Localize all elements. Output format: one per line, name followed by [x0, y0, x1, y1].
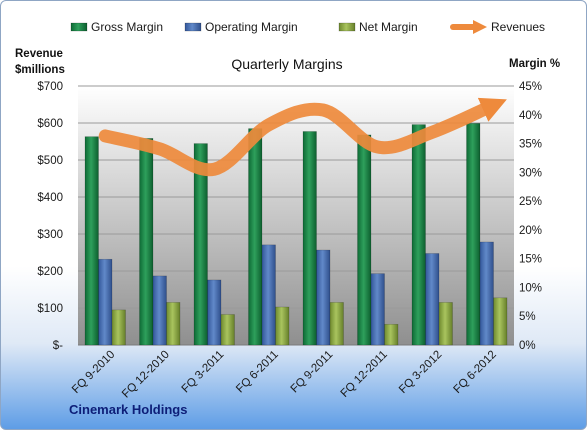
- legend-label: Revenues: [491, 20, 545, 34]
- net-margin-bar: [220, 314, 235, 346]
- right-axis-tick-label: 35%: [519, 139, 542, 151]
- right-axis-tick-label: 30%: [519, 167, 542, 179]
- gross-margin-bar: [193, 143, 208, 346]
- operating-margin-bar: [370, 273, 385, 346]
- operating-margin-bar: [207, 279, 222, 346]
- left-axis-tick-label: $300: [37, 229, 63, 241]
- left-axis-tick-label: $500: [37, 155, 63, 167]
- gross-margin-bar: [411, 124, 426, 346]
- right-axis-tick-label: 40%: [519, 110, 542, 122]
- left-axis-ticks: $- $100 $200 $300 $400 $500 $600 $700: [37, 81, 63, 352]
- bar-series: [84, 123, 508, 346]
- gross-margin-bar: [466, 123, 481, 346]
- category-axis-ticks: FQ 9-2010 FQ 12-2010 FQ 3-2011 FQ 6-2011 FQ …: [70, 349, 499, 401]
- net-margin-bar: [111, 309, 126, 346]
- legend-operating-margin: Operating Margin: [184, 20, 298, 34]
- category-tick-label: FQ 6-2011: [234, 349, 281, 396]
- left-axis-tick-label: $400: [37, 192, 63, 204]
- category-tick-label: FQ 9-2011: [289, 349, 336, 396]
- legend-revenues: Revenues: [450, 20, 545, 34]
- right-axis-tick-label: 10%: [519, 282, 542, 294]
- operating-margin-bar: [98, 258, 113, 346]
- category-tick-label: FQ 6-2012: [452, 349, 499, 396]
- gross-margin-bar: [302, 131, 317, 346]
- net-margin-bar: [275, 306, 290, 346]
- category-tick-label: FQ 12-2010: [120, 349, 172, 401]
- right-axis-label: Margin %: [509, 58, 560, 70]
- legend-label: Operating Margin: [205, 20, 298, 34]
- net-margin-bar: [438, 302, 453, 346]
- gross-margin-bar: [139, 138, 154, 346]
- net-margin-bar: [493, 297, 508, 346]
- chart-title: Quarterly Margins: [231, 56, 342, 72]
- operating-margin-bar: [152, 275, 167, 346]
- left-axis-tick-label: $100: [37, 303, 63, 315]
- legend-swatch: [70, 22, 88, 32]
- company-footer: Cinemark Holdings: [69, 402, 187, 417]
- revenue-line: [98, 97, 507, 177]
- legend-swatch: [338, 22, 356, 32]
- category-tick-label: FQ 3-2011: [180, 349, 227, 396]
- category-tick-label: FQ 9-2010: [70, 349, 117, 396]
- operating-margin-bar: [479, 241, 494, 346]
- legend-label: Gross Margin: [91, 20, 163, 34]
- left-axis-tick-label: $700: [37, 81, 63, 93]
- operating-margin-bar: [261, 244, 276, 346]
- net-margin-bar: [166, 302, 181, 346]
- right-axis-tick-label: 15%: [519, 254, 542, 266]
- right-axis-tick-label: 20%: [519, 225, 542, 237]
- left-axis-tick-label: $200: [37, 266, 63, 278]
- left-axis-tick-label: $-: [53, 340, 63, 352]
- revenue-line-series: [98, 97, 507, 177]
- net-margin-bar: [384, 323, 399, 346]
- right-axis-tick-label: 0%: [519, 340, 536, 352]
- operating-margin-bar: [425, 253, 440, 346]
- gross-margin-bar: [357, 134, 372, 346]
- right-axis-tick-label: 25%: [519, 196, 542, 208]
- legend: Gross Margin Operating Margin Net Margin Re…: [70, 20, 545, 34]
- right-axis-tick-label: 5%: [519, 311, 536, 323]
- gross-margin-bar: [248, 128, 263, 346]
- net-margin-bar: [329, 302, 344, 346]
- left-axis-label-units: $millions: [15, 64, 65, 76]
- right-axis-ticks: 0% 5% 10% 15% 20% 25% 30% 35% 40% 45%: [519, 81, 542, 352]
- legend-gross-margin: Gross Margin: [70, 20, 163, 34]
- operating-margin-bar: [316, 249, 331, 346]
- gross-margin-bar: [84, 136, 99, 346]
- left-axis-tick-label: $600: [37, 118, 63, 130]
- category-tick-label: FQ 3-2012: [397, 349, 444, 396]
- right-axis-tick-label: 45%: [519, 81, 542, 93]
- left-axis-label: Revenue: [15, 48, 63, 60]
- legend-swatch: [184, 22, 202, 32]
- legend-net-margin: Net Margin: [338, 20, 418, 34]
- legend-label: Net Margin: [359, 20, 418, 34]
- category-tick-label: FQ 12-2011: [339, 349, 390, 400]
